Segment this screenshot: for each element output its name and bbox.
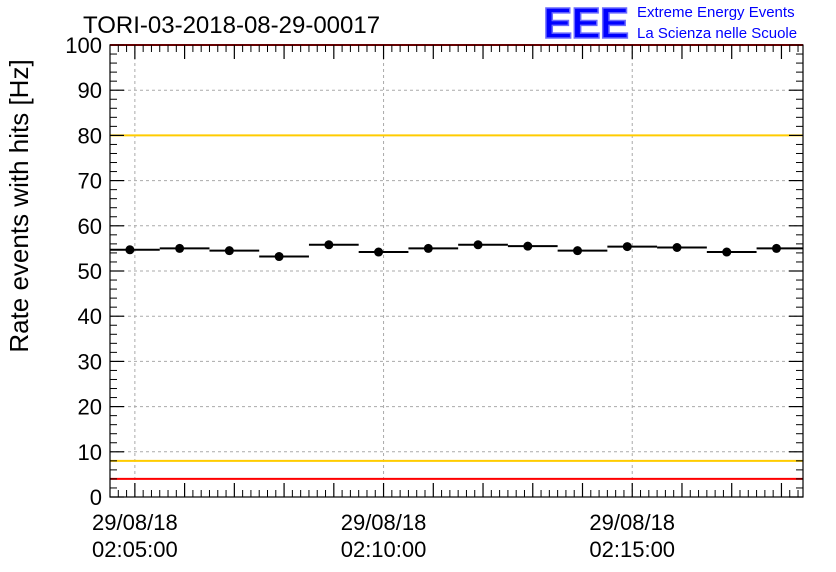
y-tick-label: 70 bbox=[78, 169, 102, 194]
y-tick-label: 10 bbox=[78, 440, 102, 465]
y-tick-label: 40 bbox=[78, 304, 102, 329]
y-tick-label: 90 bbox=[78, 78, 102, 103]
plot-frame bbox=[109, 44, 804, 498]
data-point bbox=[324, 240, 334, 250]
y-tick-label: 100 bbox=[65, 33, 102, 58]
data-point bbox=[175, 243, 185, 253]
y-tick-label: 30 bbox=[78, 349, 102, 374]
axes: 010203040506070809010029/08/1802:05:0029… bbox=[65, 33, 803, 562]
data-point bbox=[523, 241, 533, 251]
data-point bbox=[423, 243, 433, 253]
x-tick-date: 29/08/18 bbox=[341, 510, 427, 535]
reference-lines bbox=[110, 44, 803, 480]
data-point bbox=[771, 243, 781, 253]
data-point bbox=[622, 242, 632, 252]
y-tick-label: 80 bbox=[78, 123, 102, 148]
data-point bbox=[672, 242, 682, 252]
y-tick-label: 0 bbox=[90, 485, 102, 510]
data-point bbox=[473, 240, 483, 250]
logo-line2: La Scienza nelle Scuole bbox=[637, 25, 797, 42]
x-tick-date: 29/08/18 bbox=[589, 510, 675, 535]
x-tick-time: 02:05:00 bbox=[92, 537, 178, 562]
y-axis-label: Rate events with hits [Hz] bbox=[4, 59, 34, 352]
y-tick-label: 60 bbox=[78, 214, 102, 239]
data-point bbox=[125, 245, 135, 255]
y-tick-label: 50 bbox=[78, 259, 102, 284]
grid bbox=[110, 45, 803, 497]
x-tick-date: 29/08/18 bbox=[92, 510, 178, 535]
y-tick-label: 20 bbox=[78, 395, 102, 420]
x-tick-time: 02:10:00 bbox=[341, 537, 427, 562]
data-point bbox=[374, 247, 384, 257]
logo-letters: EEE bbox=[543, 0, 628, 48]
logo-line1: Extreme Energy Events bbox=[637, 4, 795, 21]
eee-logo: EEE Extreme Energy Events La Scienza nel… bbox=[542, 0, 797, 49]
chart-title: TORI-03-2018-08-29-00017 bbox=[83, 12, 380, 39]
data-point bbox=[274, 252, 284, 262]
data-point bbox=[224, 246, 234, 256]
x-tick-time: 02:15:00 bbox=[589, 537, 675, 562]
data-series bbox=[110, 240, 803, 262]
data-point bbox=[573, 246, 583, 256]
data-point bbox=[722, 247, 732, 257]
